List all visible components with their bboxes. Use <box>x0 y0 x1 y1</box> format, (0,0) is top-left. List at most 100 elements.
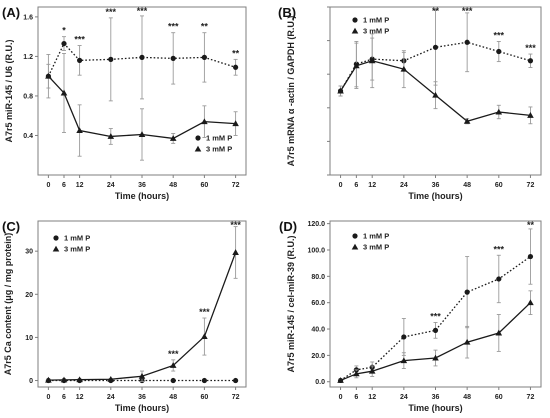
significance-mark: *** <box>106 7 117 17</box>
data-point <box>432 354 439 361</box>
x-tick-label: 48 <box>169 182 177 189</box>
data-point <box>139 54 145 61</box>
significance-mark: *** <box>230 220 241 230</box>
data-point <box>463 338 471 345</box>
chart-panel-c: (C) 0 6 12 24 36 48 60 72 0 10 20 30 Time (hours) A7r5… <box>2 219 247 413</box>
data-point <box>201 377 207 384</box>
x-tick-label: 36 <box>432 182 440 189</box>
data-point <box>45 376 52 383</box>
legend: 1 mM P 3 mM P <box>52 234 90 254</box>
legend-entry: 1 mM P <box>206 134 232 143</box>
data-point <box>170 55 176 61</box>
significance-mark: *** <box>494 244 505 254</box>
data-point <box>495 108 503 115</box>
panel-label: (D) <box>279 219 297 234</box>
series-line <box>47 42 236 77</box>
data-point <box>138 131 146 137</box>
x-tick-label: 12 <box>76 394 84 401</box>
data-point <box>432 91 439 98</box>
y-tick-label: 60.0 <box>311 300 325 307</box>
data-point <box>495 329 503 336</box>
data-point <box>496 276 502 282</box>
data-point <box>432 44 439 50</box>
data-point <box>432 327 439 333</box>
x-tick-label: 6 <box>62 394 66 401</box>
y-tick-label: 10 <box>25 335 33 342</box>
significance-mark: ** <box>432 6 440 16</box>
data-point <box>201 54 207 61</box>
data-point <box>337 377 344 383</box>
chart-panel-b: (B) 0 6 12 24 36 48 60 72 Time (hours) A7r5 mRNA α… <box>278 5 542 201</box>
x-axis-label: Time (hours) <box>115 403 169 413</box>
series-3-mm-p <box>337 290 534 383</box>
data-point <box>464 289 470 295</box>
panel-label: (A) <box>2 5 20 20</box>
significance-mark: *** <box>137 6 148 16</box>
data-point <box>107 375 115 382</box>
significance-mark: *** <box>462 6 473 16</box>
data-point <box>170 377 176 384</box>
data-point <box>527 299 534 306</box>
x-tick-label: 60 <box>495 394 503 401</box>
data-point <box>201 118 208 125</box>
data-point <box>527 112 534 118</box>
series-line <box>340 256 531 381</box>
legend-entry: 3 mM P <box>363 243 389 252</box>
x-tick-label: 36 <box>432 394 440 401</box>
y-axis-label: A7r5 miR-145 / cel-miR-39 (R.U.) <box>286 235 296 372</box>
x-tick-label: 60 <box>495 182 503 189</box>
y-tick-label: 20 <box>25 292 33 299</box>
data-point <box>232 249 239 255</box>
x-tick-label: 6 <box>354 182 358 189</box>
significance-mark: ** <box>232 48 240 58</box>
y-axis-label: A7r5 Ca content (μg / mg protein) <box>3 233 13 376</box>
y-tick-label: 1.6 <box>23 14 33 21</box>
legend: 1 mM P 3 mM P <box>351 232 389 252</box>
legend-entry: 3 mM P <box>64 245 90 254</box>
x-tick-label: 48 <box>463 394 471 401</box>
legend: 1 mM P 3 mM P <box>351 16 389 36</box>
data-point <box>108 56 114 62</box>
legend-marker <box>52 245 60 252</box>
legend-entry: 3 mM P <box>363 27 389 36</box>
x-tick-label: 72 <box>232 182 240 189</box>
data-point <box>60 89 68 96</box>
data-point <box>400 65 408 72</box>
legend-entry: 1 mM P <box>64 234 90 243</box>
x-tick-label: 60 <box>201 182 209 189</box>
data-point <box>233 64 239 70</box>
x-tick-label: 72 <box>232 394 240 401</box>
series-line <box>340 302 531 382</box>
x-tick-label: 0 <box>339 394 343 401</box>
legend-marker <box>194 145 202 152</box>
y-axis-label: A7r5 miR-145 / U6 (R.U.) <box>4 39 14 142</box>
data-point <box>463 117 471 124</box>
legend-marker <box>352 233 358 239</box>
x-tick-label: 24 <box>107 394 115 401</box>
x-tick-label: 48 <box>169 394 177 401</box>
y-tick-label: 80.0 <box>311 274 325 281</box>
y-tick-label: 0.4 <box>23 133 33 140</box>
series-3-mm-p <box>45 52 239 161</box>
significance-mark: ** <box>527 220 535 230</box>
chart-panel-a: (A) 0 6 12 24 36 48 60 72 0.4 0.8 1.2 1.6 Time (hours… <box>2 5 247 201</box>
significance-mark: *** <box>525 43 536 53</box>
data-point <box>232 120 239 127</box>
panel-label: (C) <box>2 219 20 234</box>
x-tick-label: 72 <box>527 182 535 189</box>
y-tick-label: 0.8 <box>23 93 33 100</box>
x-tick-label: 6 <box>62 182 66 189</box>
series-line <box>339 60 531 122</box>
x-tick-label: 36 <box>138 182 146 189</box>
legend-marker <box>351 27 359 34</box>
data-point <box>76 127 83 134</box>
data-point <box>45 72 52 79</box>
data-point <box>201 333 208 340</box>
x-tick-label: 48 <box>463 182 471 189</box>
x-tick-label: 0 <box>46 394 50 401</box>
y-tick-label: 40.0 <box>311 327 325 334</box>
x-axis-label: Time (hours) <box>115 191 169 201</box>
significance-mark: *** <box>74 35 85 45</box>
data-point <box>464 39 470 45</box>
data-point <box>353 62 360 69</box>
